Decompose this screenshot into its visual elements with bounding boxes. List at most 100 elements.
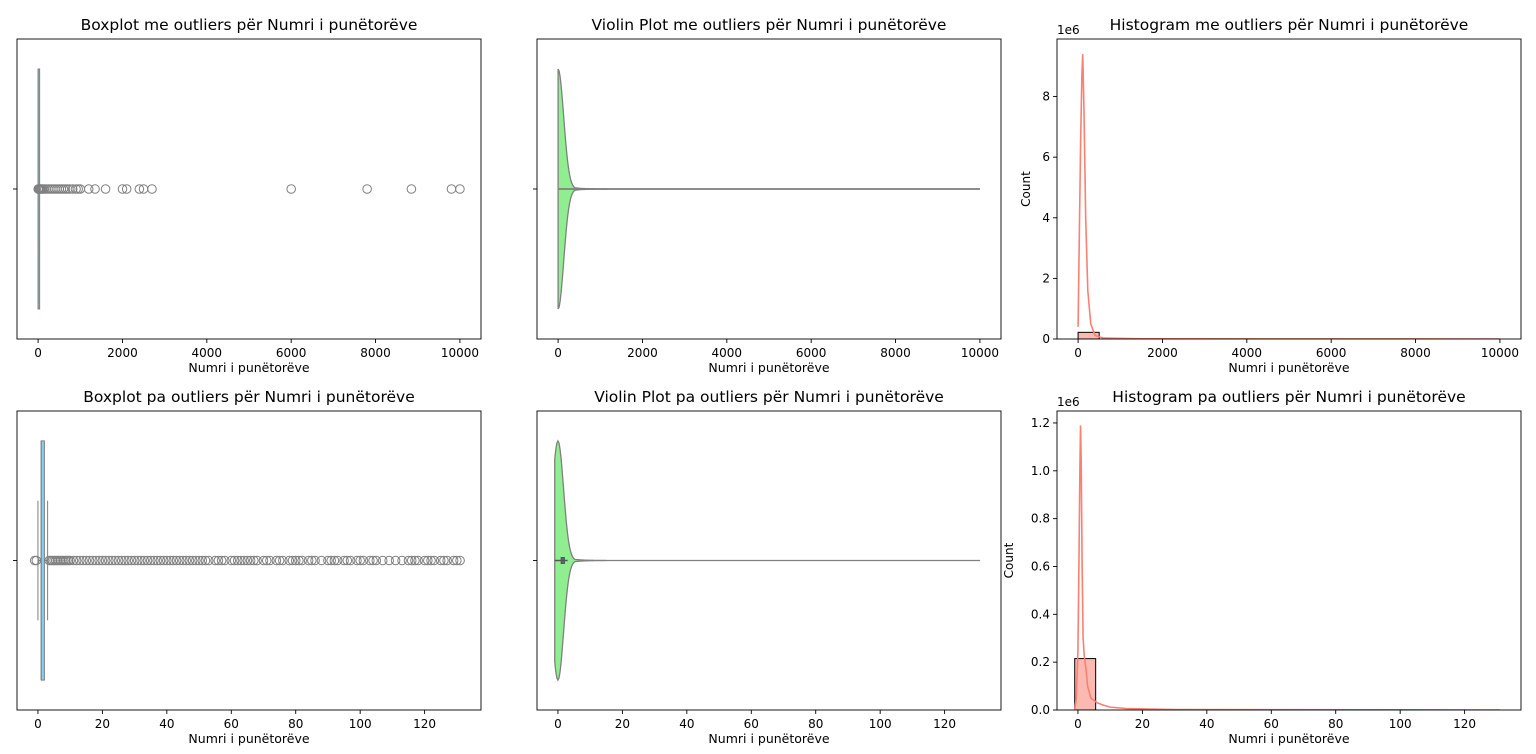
outlier-point: [197, 555, 208, 566]
x-tick-label: 40: [159, 717, 174, 731]
x-tick-label: 80: [808, 717, 823, 731]
outlier-point: [73, 184, 83, 194]
outlier-point: [284, 555, 295, 566]
y-axis-label: Count: [1002, 542, 1016, 578]
outlier-point: [100, 555, 111, 566]
outlier-point: [232, 555, 243, 566]
kde-line: [1077, 54, 1500, 339]
outlier-point: [142, 555, 153, 566]
outlier-point: [365, 555, 375, 566]
outlier-point: [345, 555, 356, 566]
x-tick-label: 120: [933, 717, 956, 731]
kde-line: [1073, 425, 1501, 710]
x-axis-label: Numri i punëtorëve: [188, 360, 309, 375]
outlier-point: [290, 555, 301, 566]
outlier-point: [419, 555, 430, 566]
axes-frame: [16, 38, 482, 340]
outlier-point: [210, 555, 220, 566]
x-tick-label: 2000: [107, 346, 138, 360]
outlier-point: [78, 555, 88, 566]
outlier-point: [258, 555, 269, 566]
outlier-point: [229, 555, 240, 566]
outlier-point: [342, 555, 353, 566]
chart-panel-4: 0 20 40 60 80 100 120 Boxplot pa outliers për N…: [13, 388, 482, 746]
outlier-point: [371, 555, 382, 566]
outlier-point: [245, 555, 256, 566]
outlier-point: [81, 555, 92, 566]
outlier-point: [406, 555, 417, 566]
x-tick-label: 10000: [1481, 346, 1519, 360]
outlier-point: [448, 555, 459, 566]
outlier-point: [171, 555, 182, 566]
outlier-point: [403, 555, 414, 566]
outlier-point: [413, 555, 423, 566]
x-tick-label: 120: [1453, 717, 1476, 731]
outlier-point: [68, 555, 79, 566]
y-offset-text: 1e6: [1057, 395, 1080, 409]
outlier-point: [84, 555, 95, 566]
outlier-point: [65, 555, 75, 566]
outlier-point: [455, 184, 465, 194]
y-tick-label: 0.2: [1031, 655, 1050, 669]
chart-panel-3: 0 2000 4000 6000 8000 10000 0 2 4 6 8 1e6 Count Histo…: [1019, 16, 1522, 375]
outlier-point: [316, 555, 327, 566]
outlier-point: [274, 555, 285, 566]
outlier-point: [129, 555, 140, 566]
outlier-point: [423, 555, 433, 566]
x-tick-label: 20: [615, 717, 630, 731]
y-tick-label: 2: [1042, 271, 1050, 285]
outlier-point: [123, 555, 133, 566]
outlier-point: [90, 184, 100, 194]
outlier-point: [239, 555, 249, 566]
x-axis-label: Numri i punëtorëve: [708, 360, 829, 375]
outlier-point: [178, 555, 188, 566]
x-tick-label: 6000: [1316, 346, 1347, 360]
outlier-point: [332, 555, 343, 566]
outlier-point: [287, 555, 298, 566]
outlier-point: [439, 555, 449, 566]
outlier-point: [226, 555, 237, 566]
outlier-point: [355, 555, 365, 566]
y-tick-label: 0.8: [1031, 512, 1050, 526]
outlier-point: [184, 555, 195, 566]
x-tick-label: 0: [554, 717, 562, 731]
outlier-point: [200, 555, 211, 566]
outlier-point: [429, 555, 440, 566]
outlier-point: [397, 555, 407, 566]
outlier-point: [452, 555, 462, 566]
chart-title: Boxplot me outliers për Numri i punëtorë…: [81, 16, 418, 34]
x-tick-label: 0: [34, 346, 42, 360]
x-tick-label: 20: [1135, 717, 1150, 731]
chart-title: Histogram me outliers për Numri i punëto…: [1110, 16, 1469, 34]
outlier-point: [139, 555, 150, 566]
y-tick-label: 4: [1042, 211, 1050, 225]
chart-title: Violin Plot me outliers për Numri i punë…: [592, 16, 947, 34]
x-tick-label: 0: [554, 346, 562, 360]
outlier-point: [426, 555, 436, 566]
outlier-point: [278, 555, 288, 566]
x-tick-label: 0: [1074, 346, 1082, 360]
outlier-point: [384, 555, 394, 566]
outlier-point: [310, 555, 320, 566]
x-axis-label: Numri i punëtorëve: [188, 731, 309, 746]
x-tick-label: 100: [869, 717, 892, 731]
chart-panel-1: 0 2000 4000 6000 8000 10000 Boxplot me outlier…: [13, 16, 482, 375]
x-tick-label: 6000: [796, 346, 827, 360]
outlier-point: [97, 555, 108, 566]
outlier-point: [120, 555, 130, 566]
outlier-point: [83, 184, 94, 194]
histogram-bar: [1077, 331, 1100, 339]
y-tick-label: 1.2: [1031, 416, 1050, 430]
x-tick-label: 40: [1199, 717, 1214, 731]
outlier-point: [107, 555, 117, 566]
chart-title: Histogram pa outliers për Numri i punëto…: [1112, 388, 1465, 406]
x-tick-label: 60: [744, 717, 759, 731]
outlier-point: [194, 555, 204, 566]
x-tick-label: 60: [1264, 717, 1279, 731]
plot-area: [33, 68, 465, 310]
outlier-point: [134, 184, 145, 194]
outlier-point: [203, 555, 214, 566]
outlier-point: [307, 555, 317, 566]
plot-area: [557, 68, 980, 310]
outlier-point: [187, 555, 198, 566]
